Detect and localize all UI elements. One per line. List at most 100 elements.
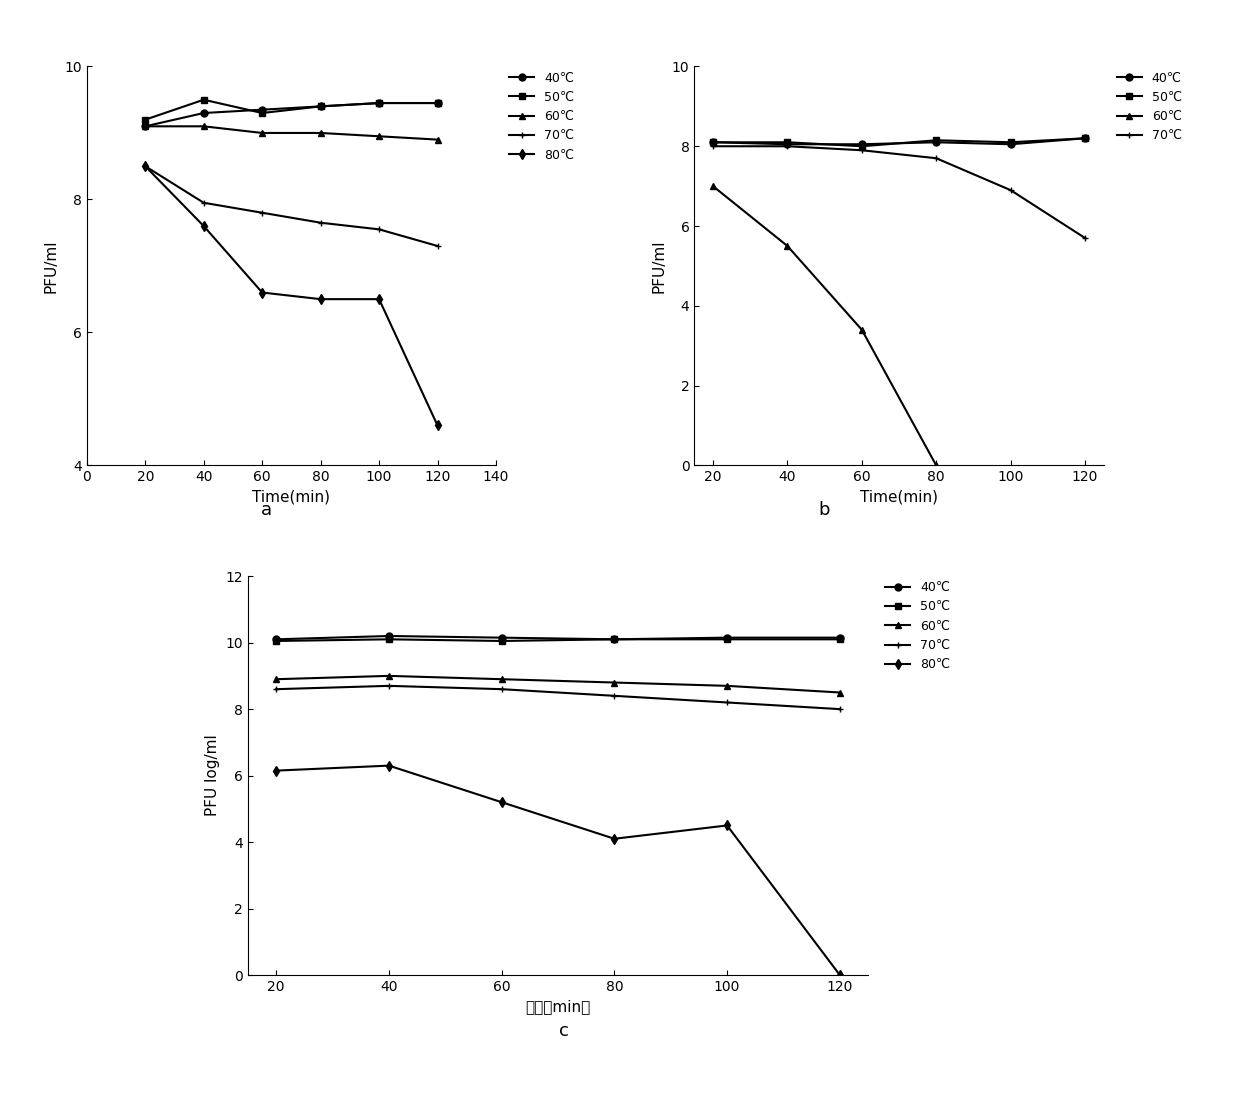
Line: 80℃: 80℃ <box>141 163 441 429</box>
70℃ <box>706 140 720 153</box>
80℃ <box>372 293 387 306</box>
70℃ <box>430 239 445 253</box>
50℃ <box>430 96 445 110</box>
40℃ <box>196 106 211 120</box>
40℃ <box>269 633 284 646</box>
50℃ <box>1078 132 1092 145</box>
80℃ <box>314 293 329 306</box>
70℃ <box>269 683 284 696</box>
80℃ <box>606 832 621 845</box>
X-axis label: Time(min): Time(min) <box>861 490 937 505</box>
50℃ <box>606 633 621 646</box>
Line: 70℃: 70℃ <box>273 683 843 712</box>
50℃ <box>854 140 869 153</box>
Y-axis label: PFU log/ml: PFU log/ml <box>205 735 219 817</box>
Line: 50℃: 50℃ <box>141 96 441 123</box>
80℃ <box>254 286 269 299</box>
70℃ <box>832 702 847 716</box>
60℃ <box>706 179 720 193</box>
Text: c: c <box>559 1022 569 1040</box>
50℃ <box>719 633 734 646</box>
60℃ <box>314 126 329 140</box>
Y-axis label: PFU/ml: PFU/ml <box>651 239 666 293</box>
Line: 40℃: 40℃ <box>141 100 441 130</box>
50℃ <box>138 113 153 126</box>
Line: 60℃: 60℃ <box>709 183 940 469</box>
40℃ <box>314 100 329 113</box>
80℃ <box>382 759 397 772</box>
70℃ <box>254 206 269 219</box>
Text: a: a <box>262 501 272 520</box>
50℃ <box>832 633 847 646</box>
Line: 70℃: 70℃ <box>141 163 441 249</box>
50℃ <box>372 96 387 110</box>
70℃ <box>780 140 795 153</box>
60℃ <box>138 120 153 133</box>
60℃ <box>929 459 944 472</box>
Legend: 40℃, 50℃, 60℃, 70℃, 80℃: 40℃, 50℃, 60℃, 70℃, 80℃ <box>505 66 579 166</box>
70℃ <box>1003 184 1018 197</box>
40℃ <box>372 96 387 110</box>
Line: 50℃: 50℃ <box>273 636 843 645</box>
Legend: 40℃, 50℃, 60℃, 70℃: 40℃, 50℃, 60℃, 70℃ <box>1112 66 1187 147</box>
40℃ <box>1078 132 1092 145</box>
X-axis label: 时间（min）: 时间（min） <box>526 999 590 1015</box>
50℃ <box>196 93 211 106</box>
70℃ <box>719 696 734 709</box>
50℃ <box>382 633 397 646</box>
50℃ <box>269 634 284 647</box>
70℃ <box>495 683 510 696</box>
40℃ <box>719 630 734 644</box>
40℃ <box>606 633 621 646</box>
80℃ <box>719 819 734 832</box>
80℃ <box>196 219 211 233</box>
Line: 60℃: 60℃ <box>273 673 843 696</box>
40℃ <box>430 96 445 110</box>
50℃ <box>780 135 795 148</box>
70℃ <box>929 152 944 165</box>
50℃ <box>495 634 510 647</box>
50℃ <box>314 100 329 113</box>
Text: b: b <box>818 501 831 520</box>
60℃ <box>606 676 621 689</box>
80℃ <box>269 765 284 778</box>
80℃ <box>430 419 445 432</box>
Line: 40℃: 40℃ <box>273 633 843 643</box>
60℃ <box>854 324 869 337</box>
Line: 50℃: 50℃ <box>709 135 1089 150</box>
Line: 70℃: 70℃ <box>709 143 1089 242</box>
70℃ <box>606 689 621 702</box>
50℃ <box>254 106 269 120</box>
40℃ <box>780 137 795 151</box>
70℃ <box>314 216 329 229</box>
X-axis label: Time(min): Time(min) <box>253 490 330 505</box>
50℃ <box>706 135 720 148</box>
50℃ <box>929 134 944 147</box>
60℃ <box>430 133 445 146</box>
70℃ <box>854 144 869 157</box>
40℃ <box>382 629 397 643</box>
Y-axis label: PFU/ml: PFU/ml <box>43 239 58 293</box>
80℃ <box>495 796 510 809</box>
70℃ <box>196 196 211 209</box>
40℃ <box>495 630 510 644</box>
60℃ <box>196 120 211 133</box>
70℃ <box>138 160 153 173</box>
Legend: 40℃, 50℃, 60℃, 70℃, 80℃: 40℃, 50℃, 60℃, 70℃, 80℃ <box>880 576 955 676</box>
60℃ <box>495 673 510 686</box>
80℃ <box>832 968 847 982</box>
70℃ <box>372 223 387 236</box>
40℃ <box>706 135 720 148</box>
60℃ <box>832 686 847 699</box>
40℃ <box>832 630 847 644</box>
Line: 80℃: 80℃ <box>273 762 843 978</box>
40℃ <box>929 135 944 148</box>
60℃ <box>372 130 387 143</box>
60℃ <box>269 673 284 686</box>
70℃ <box>1078 232 1092 245</box>
50℃ <box>1003 135 1018 148</box>
70℃ <box>382 679 397 692</box>
Line: 60℃: 60℃ <box>141 123 441 143</box>
40℃ <box>1003 137 1018 151</box>
40℃ <box>854 137 869 151</box>
